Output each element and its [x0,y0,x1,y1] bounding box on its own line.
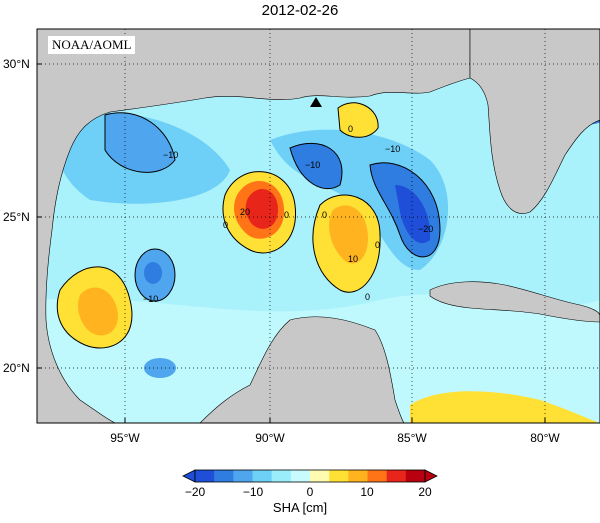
map-frame [36,28,600,424]
colorbar-swatch [214,470,234,482]
contour-line [56,266,133,349]
axis-ticks [37,63,546,423]
sha-cold-core-2-inner [395,185,431,244]
contour-label: 0 [223,220,228,230]
contour-label: −20 [418,224,433,234]
land-cuba [429,281,600,323]
contour-line [134,248,176,302]
map-title: 2012-02-26 [261,2,339,19]
colorbar-swatch [290,470,311,482]
contour-label: 0 [375,240,380,250]
land-florida [469,29,600,214]
contour-label: 20 [240,207,250,217]
lon-label-80w: 80°W [530,431,560,445]
land-group [37,29,600,423]
contour-label: 0 [284,210,289,220]
colorbar-tick: −10 [243,485,264,499]
lat-label-30n: 30°N [3,57,30,71]
contour-label: −10 [385,144,400,154]
colorbar-swatch [329,470,349,482]
contour-label: 10 [348,254,358,264]
colorbar-swatch [405,470,426,482]
lat-label-20n: 20°N [3,361,30,375]
contour-label: 0 [322,210,327,220]
colorbar-tick: 0 [307,485,314,499]
colorbar-min-arrow [182,469,196,483]
colorbar-max-arrow [424,469,438,483]
lon-label-90w: 90°W [255,431,285,445]
contour-lines [56,102,441,349]
colorbar-title: SHA [cm] [272,500,328,515]
contour-label: −10 [305,160,320,170]
colorbar-swatch [195,470,215,482]
sha-warm-eddy-2-core [329,205,368,264]
colorbar-tick: −20 [185,485,206,499]
sha-warm-south [410,391,600,423]
contour-line [369,162,441,258]
colorbar-swatch [252,470,273,482]
colorbar-swatch [310,470,330,482]
colorbar-swatch [367,470,388,482]
lon-label-95w: 95°W [110,431,140,445]
colorbar-swatch [386,470,407,482]
colorbar-ticks: −20 −10 0 10 20 [185,485,432,499]
contour-line [312,194,381,293]
contour-label: −10 [163,150,178,160]
lat-label-25n: 25°N [3,210,30,224]
land-yucatan [199,316,405,423]
contour-line [337,102,379,138]
colorbar-tick: 20 [418,485,432,499]
contour-labels: −10 −10 0 −10 −20 0 20 0 10 0 −10 0 0 [143,124,433,304]
colorbar [182,469,438,483]
contour-label: 0 [365,292,370,302]
contour-line [104,112,176,173]
lon-label-85w: 85°W [397,431,427,445]
colorbar-tick: 10 [360,485,374,499]
contour-line [222,171,296,254]
contour-label: −10 [143,294,158,304]
graticule [37,29,600,423]
contour-label: 0 [348,124,353,134]
sha-cold-core-1 [290,143,342,189]
sha-cold-eddy-west-core [144,262,162,284]
land-north-america [37,29,471,423]
sha-warm-eddy-main-core [245,188,278,229]
contour-line [289,142,343,190]
attribution-label: NOAA/AOML [48,36,136,54]
colorbar-swatch [233,470,253,482]
colorbar-frame [194,469,426,483]
sha-cold-eddy-south [144,358,176,378]
sha-warm-west-core [78,287,118,336]
colorbar-swatch [348,470,368,482]
colorbar-swatch [271,470,292,482]
station-marker-icon [310,97,322,107]
sha-warm-north [338,102,379,138]
